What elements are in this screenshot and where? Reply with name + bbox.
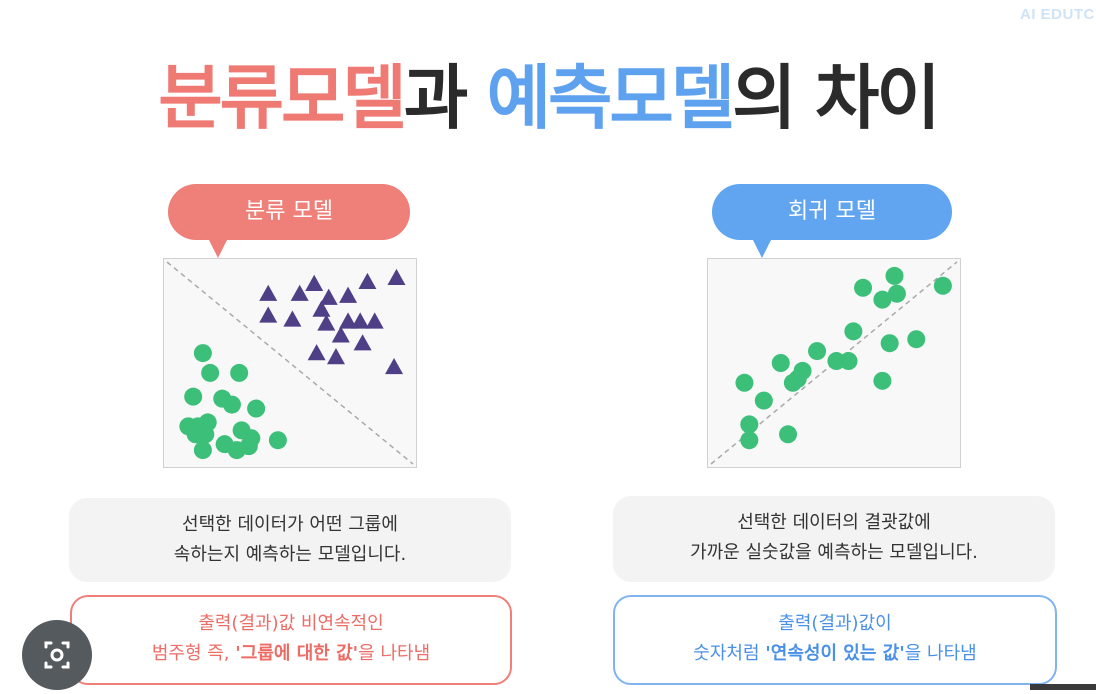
description-line: 선택한 데이터의 결괏값에 (737, 512, 931, 533)
circle-point (740, 415, 759, 434)
circle-point (247, 399, 266, 418)
output-text: 범주형 즉, (151, 643, 236, 664)
triangle-point (353, 334, 372, 351)
triangle-point (259, 306, 278, 323)
lens-search-button[interactable] (22, 620, 92, 690)
triangle-point (307, 344, 326, 361)
triangle-point (365, 312, 384, 329)
circle-point (239, 437, 258, 456)
triangle-point (387, 268, 406, 286)
circle-point (193, 344, 212, 363)
triangle-point (283, 310, 302, 327)
triangle-point (339, 286, 358, 303)
circle-point (839, 352, 858, 371)
regression-line (710, 261, 958, 465)
output-emphasis: '연속성이 있는 값' (765, 643, 905, 664)
triangle-point (259, 284, 278, 301)
circle-point (844, 322, 863, 341)
triangle-point (331, 326, 350, 343)
corner-overlay (1030, 684, 1096, 690)
circle-point (779, 425, 798, 444)
circle-point (873, 371, 892, 390)
circle-point (771, 354, 790, 372)
circle-point (196, 425, 215, 444)
triangle-point (305, 274, 324, 291)
output-line: 출력(결과)값이 (778, 613, 892, 634)
circle-point (873, 290, 892, 309)
circle-point (808, 342, 827, 361)
circle-point (201, 363, 220, 382)
triangle-point (385, 357, 404, 375)
circle-point (193, 441, 212, 460)
page-title: 분류모델과 예측모델의 차이 (0, 50, 1096, 146)
title-difference: 의 차이 (732, 57, 941, 139)
regression-scatter-plot (707, 258, 961, 468)
triangle-point (290, 284, 309, 301)
output-text: 을 나타냄 (358, 643, 431, 664)
watermark: AI EDUTC (1020, 6, 1095, 23)
output-line: 출력(결과)값 비연속적인 (198, 613, 384, 634)
output-line: 범주형 즉, '그룹에 대한 값'을 나타냄 (72, 639, 510, 669)
camera-lens-icon (44, 641, 70, 669)
title-prediction: 예측모델 (486, 57, 736, 139)
bubble-tail (752, 238, 772, 258)
output-text: 숫자처럼 (693, 643, 766, 664)
triangle-point (339, 312, 358, 329)
circle-point (735, 373, 754, 392)
regression-description: 선택한 데이터의 결괏값에 가까운 실숫값을 예측하는 모델입니다. (613, 496, 1055, 582)
circle-point (754, 391, 773, 410)
output-emphasis: '그룹에 대한 값' (235, 643, 359, 664)
description-line: 속하는지 예측하는 모델입니다. (173, 544, 407, 565)
triangle-point (326, 348, 345, 365)
circle-point (885, 266, 904, 285)
circle-point (184, 387, 203, 406)
circle-point (268, 431, 287, 450)
triangle-point (358, 272, 377, 290)
decision-boundary-line (166, 261, 414, 465)
triangle-point (312, 300, 331, 317)
circle-point (880, 334, 899, 353)
circle-point (740, 431, 759, 450)
output-line: 숫자처럼 '연속성이 있는 값'을 나타냄 (615, 639, 1055, 669)
output-text: 을 나타냄 (904, 643, 977, 664)
bubble-tail (208, 238, 228, 258)
classification-scatter-plot (163, 258, 417, 468)
circle-point (887, 284, 906, 303)
triangle-point (351, 312, 370, 329)
classification-model-bubble: 분류 모델 (168, 184, 410, 240)
circle-point (783, 373, 802, 392)
circle-point (854, 278, 873, 297)
classification-description: 선택한 데이터가 어떤 그룹에 속하는지 예측하는 모델입니다. (69, 498, 511, 582)
title-and: 과 (403, 57, 487, 139)
triangle-point (319, 288, 338, 305)
classification-output-box: 출력(결과)값 비연속적인 범주형 즉, '그룹에 대한 값'을 나타냄 (70, 595, 512, 685)
regression-model-bubble: 회귀 모델 (712, 184, 952, 240)
title-classification: 분류모델 (158, 57, 407, 139)
circle-point (907, 330, 926, 349)
triangle-point (317, 314, 336, 331)
regression-output-box: 출력(결과)값이 숫자처럼 '연속성이 있는 값'을 나타냄 (613, 595, 1057, 685)
circle-point (222, 395, 241, 414)
circle-point (230, 363, 249, 382)
description-line: 가까운 실숫값을 예측하는 모델입니다. (690, 542, 978, 563)
circle-point (933, 276, 952, 295)
description-line: 선택한 데이터가 어떤 그룹에 (182, 514, 398, 535)
